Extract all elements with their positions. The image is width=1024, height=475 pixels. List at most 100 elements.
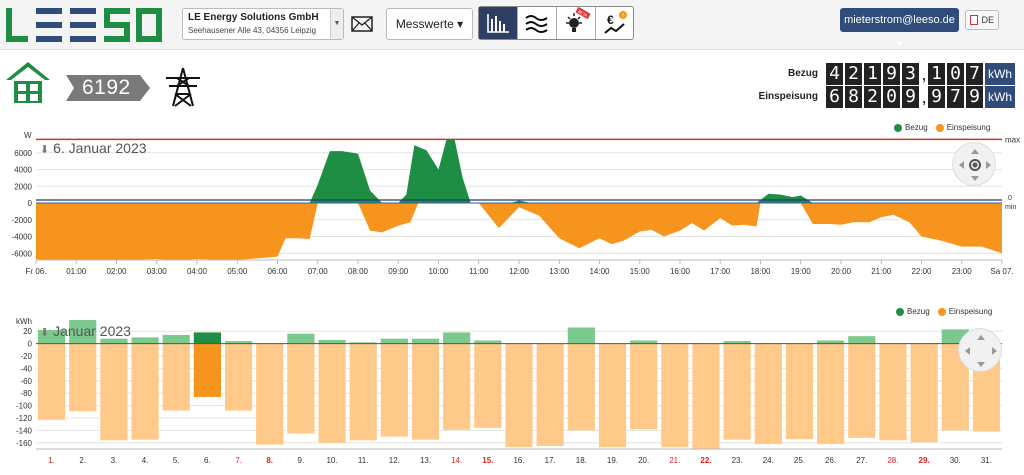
mail-icon[interactable]	[351, 14, 373, 34]
einspeisung-digit: 0	[883, 86, 900, 108]
y-tick-label: 20	[23, 327, 32, 336]
legend-item-einspeisung[interactable]: Einspeisung	[937, 307, 992, 316]
y-tick-label: 6000	[14, 149, 32, 158]
x-tick-label: 23:00	[952, 267, 973, 276]
x-tick-label: 4.	[142, 456, 149, 465]
x-tick-label: 09:00	[388, 267, 409, 276]
x-tick-label: 16.	[513, 456, 524, 465]
download-icon[interactable]: ⬇	[40, 327, 50, 339]
bar-bezug	[193, 332, 221, 344]
bar-einspeisung	[723, 343, 751, 440]
y-axis-unit: W	[24, 131, 32, 140]
bar-bezug	[287, 333, 315, 344]
x-tick-label: 22:00	[911, 267, 932, 276]
house-icon	[6, 62, 50, 103]
x-tick-label: 6.	[204, 456, 211, 465]
bar-bezug	[474, 340, 502, 344]
einspeisung-decimal-separator: ,	[921, 87, 927, 107]
legend-item-bezug[interactable]: Bezug	[894, 123, 928, 132]
company-select[interactable]: LE Energy Solutions GmbH Seehausener All…	[182, 8, 344, 40]
bezug-digit: 9	[883, 63, 900, 85]
legend-bezug-label: Bezug	[907, 307, 930, 316]
bar-einspeisung	[256, 343, 284, 445]
y-tick-label: -60	[20, 377, 32, 386]
x-tick-label: 13.	[420, 456, 431, 465]
x-tick-label: 18.	[576, 456, 587, 465]
y-tick-label: -20	[20, 352, 32, 361]
flag-icon	[970, 15, 978, 25]
messwerte-label: Messwerte	[395, 17, 454, 31]
bar-einspeisung	[318, 343, 346, 443]
bar-einspeisung	[411, 343, 440, 440]
bezug-unit: kWh	[985, 63, 1015, 85]
einspeisung-counter: 6 8 2 0 9, 9 7 9 kWh	[826, 86, 1015, 108]
x-tick-label: 31.	[981, 456, 992, 465]
language-button[interactable]: DE	[965, 10, 999, 30]
messwerte-dropdown[interactable]: Messwerte ▾	[386, 8, 473, 40]
euro-view-button[interactable]: € !	[596, 7, 634, 39]
waves-icon	[525, 15, 548, 33]
bezug-digit: 2	[845, 63, 862, 85]
account-dropdown[interactable]: mieterstrom@leeso.de ▾	[840, 8, 959, 50]
lightbulb-view-button[interactable]: BETA	[557, 6, 596, 39]
x-tick-label: Fr 06.	[26, 267, 47, 276]
svg-text:€: €	[607, 13, 614, 27]
x-tick-label: 21:00	[871, 267, 892, 276]
legend-item-einspeisung[interactable]: Einspeisung	[935, 123, 990, 132]
waves-view-button[interactable]	[518, 7, 557, 39]
bezug-decimal-separator: ,	[921, 64, 927, 84]
navigation-pad-icon	[965, 335, 997, 367]
lightbulb-beta-icon: BETA	[566, 6, 591, 32]
bar-einspeisung	[38, 343, 66, 420]
bar-einspeisung	[567, 343, 595, 431]
leeso-logo[interactable]	[6, 6, 164, 44]
bar-einspeisung	[661, 343, 689, 448]
x-tick-label: 25.	[794, 456, 805, 465]
bezug-digit: 1	[864, 63, 881, 85]
y-tick-label: -6000	[12, 249, 33, 258]
x-tick-label: 11.	[358, 456, 369, 465]
x-tick-label: 16:00	[670, 267, 691, 276]
x-tick-label: 20.	[638, 456, 649, 465]
legend-item-bezug[interactable]: Bezug	[896, 307, 930, 316]
x-tick-label: 01:00	[66, 267, 87, 276]
bezug-label: Bezug	[788, 68, 818, 79]
x-tick-label: 19.	[607, 456, 618, 465]
x-tick-label: 17.	[545, 456, 556, 465]
einspeisung-decimal-digit: 9	[966, 86, 983, 108]
bar-einspeisung	[193, 343, 221, 397]
y-tick-label: 2000	[14, 182, 32, 191]
month-chart-navigator[interactable]	[958, 328, 1002, 372]
bar-einspeisung	[692, 343, 720, 450]
x-tick-label: 19:00	[791, 267, 812, 276]
einspeisung-unit: kWh	[985, 86, 1015, 108]
bar-einspeisung	[817, 343, 845, 445]
month-chart-title-text: Januar 2023	[53, 323, 131, 339]
x-tick-label: 12.	[389, 456, 400, 465]
bar-einspeisung	[630, 343, 658, 430]
x-tick-label: 7.	[235, 456, 242, 465]
y-tick-label: 0	[28, 340, 33, 349]
x-tick-label: 04:00	[187, 267, 208, 276]
x-tick-label: 12:00	[509, 267, 530, 276]
einspeisung-digit: 9	[902, 86, 919, 108]
y-tick-label: -100	[16, 402, 33, 411]
day-chart-title: ⬇ 6. Januar 2023	[40, 140, 147, 156]
y-tick-label: -140	[16, 426, 33, 435]
x-tick-label: 15.	[482, 456, 493, 465]
bar-bezug	[162, 334, 190, 344]
series-area-einspeisung	[36, 203, 1002, 260]
bar-einspeisung	[910, 343, 938, 443]
x-tick-label: 10:00	[428, 267, 449, 276]
day-chart-navigator[interactable]	[952, 142, 996, 186]
bar-bezug	[817, 340, 845, 344]
bar-bezug	[131, 337, 159, 344]
y-axis-unit: kWh	[16, 317, 32, 326]
download-icon[interactable]: ⬇	[40, 144, 50, 156]
bar-chart-view-button[interactable]	[479, 7, 518, 39]
chevron-down-icon: ▼	[330, 9, 343, 39]
min-label: min	[1005, 204, 1016, 211]
y-tick-label: -160	[16, 439, 33, 448]
bar-einspeisung	[474, 343, 502, 428]
